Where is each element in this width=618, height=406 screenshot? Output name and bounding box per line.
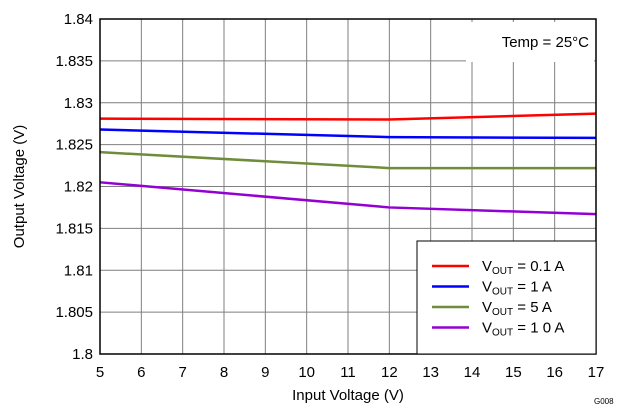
x-tick-label: 8 xyxy=(220,364,228,381)
legend-box xyxy=(416,240,597,355)
y-tick-label: 1.81 xyxy=(64,262,93,279)
series-line-3 xyxy=(99,150,596,170)
figure-id: G008 xyxy=(594,397,614,406)
y-tick-label: 1.815 xyxy=(55,220,93,237)
legend-entry-label: VOUT = 1 0 A xyxy=(482,320,564,339)
x-tick-label: 14 xyxy=(464,364,481,381)
y-tick-label: 1.83 xyxy=(64,95,93,112)
series-line-1 xyxy=(99,112,597,121)
temperature-annotation: Temp = 25°C xyxy=(502,34,589,51)
series-line-4 xyxy=(99,181,597,216)
legend-entry-label: VOUT = 5 A xyxy=(482,299,552,318)
y-tick-label: 1.82 xyxy=(64,179,93,196)
y-axis-label: Output Voltage (V) xyxy=(11,125,28,248)
x-tick-label: 15 xyxy=(505,364,522,381)
x-tick-label: 9 xyxy=(261,364,269,381)
legend-entry-label: VOUT = 0.1 A xyxy=(482,258,564,277)
x-tick-label: 7 xyxy=(178,364,186,381)
x-tick-label: 5 xyxy=(96,364,104,381)
annotation-group: Temp = 25°C xyxy=(466,22,594,62)
legend-entry-label: VOUT = 1 A xyxy=(482,279,552,298)
series-group xyxy=(99,112,597,216)
annotation-background xyxy=(466,22,594,62)
x-tick-label: 16 xyxy=(546,364,563,381)
x-tick-label: 10 xyxy=(298,364,315,381)
x-axis-label: Input Voltage (V) xyxy=(292,387,404,404)
x-axis-ticks: 5 6 7 8 9 10 11 12 13 14 15 16 17 xyxy=(96,364,605,381)
y-axis-ticks: 1.8 1.805 1.81 1.815 1.82 1.825 1.83 1.835 1.84 xyxy=(55,11,93,363)
y-tick-label: 1.8 xyxy=(72,346,93,363)
x-tick-label: 11 xyxy=(340,364,356,381)
x-tick-label: 17 xyxy=(588,364,605,381)
y-tick-label: 1.835 xyxy=(55,53,93,70)
x-tick-label: 12 xyxy=(381,364,398,381)
plot-frame xyxy=(99,18,597,355)
x-tick-label: 6 xyxy=(137,364,145,381)
y-tick-label: 1.825 xyxy=(55,137,93,154)
series-line-2 xyxy=(99,128,597,140)
x-tick-label: 13 xyxy=(422,364,439,381)
y-tick-label: 1.805 xyxy=(55,304,93,321)
y-tick-label: 1.84 xyxy=(64,11,93,28)
